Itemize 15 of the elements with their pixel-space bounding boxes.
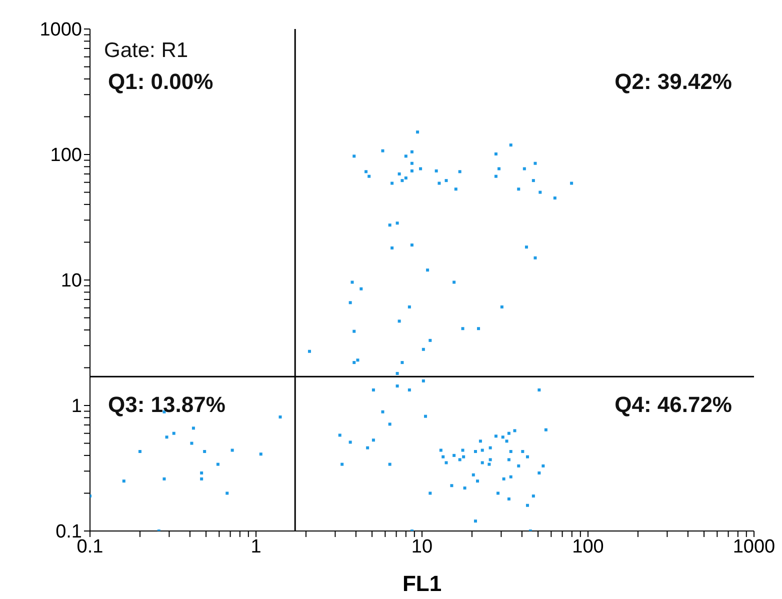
annotation: Q4: 46.72%: [614, 392, 732, 418]
y-tick-label: 1000: [40, 20, 82, 41]
x-axis-title: FL1: [402, 571, 442, 596]
y-tick-label: 1: [71, 396, 82, 418]
x-tick-label: 1: [250, 536, 262, 558]
annotation: Q1: 0.00%: [108, 69, 214, 95]
x-tick-label: 1000: [732, 536, 776, 558]
x-tick-label: 100: [572, 536, 604, 558]
x-tick-label: 0.1: [76, 536, 104, 558]
y-tick-label: 10: [60, 270, 82, 292]
annotation: Q2: 39.42%: [614, 69, 732, 95]
x-tick-label: 10: [411, 536, 433, 558]
y-tick-label: 100: [50, 145, 82, 166]
annotation: Q3: 13.87%: [108, 392, 226, 418]
annotation: Gate: R1: [104, 39, 188, 63]
